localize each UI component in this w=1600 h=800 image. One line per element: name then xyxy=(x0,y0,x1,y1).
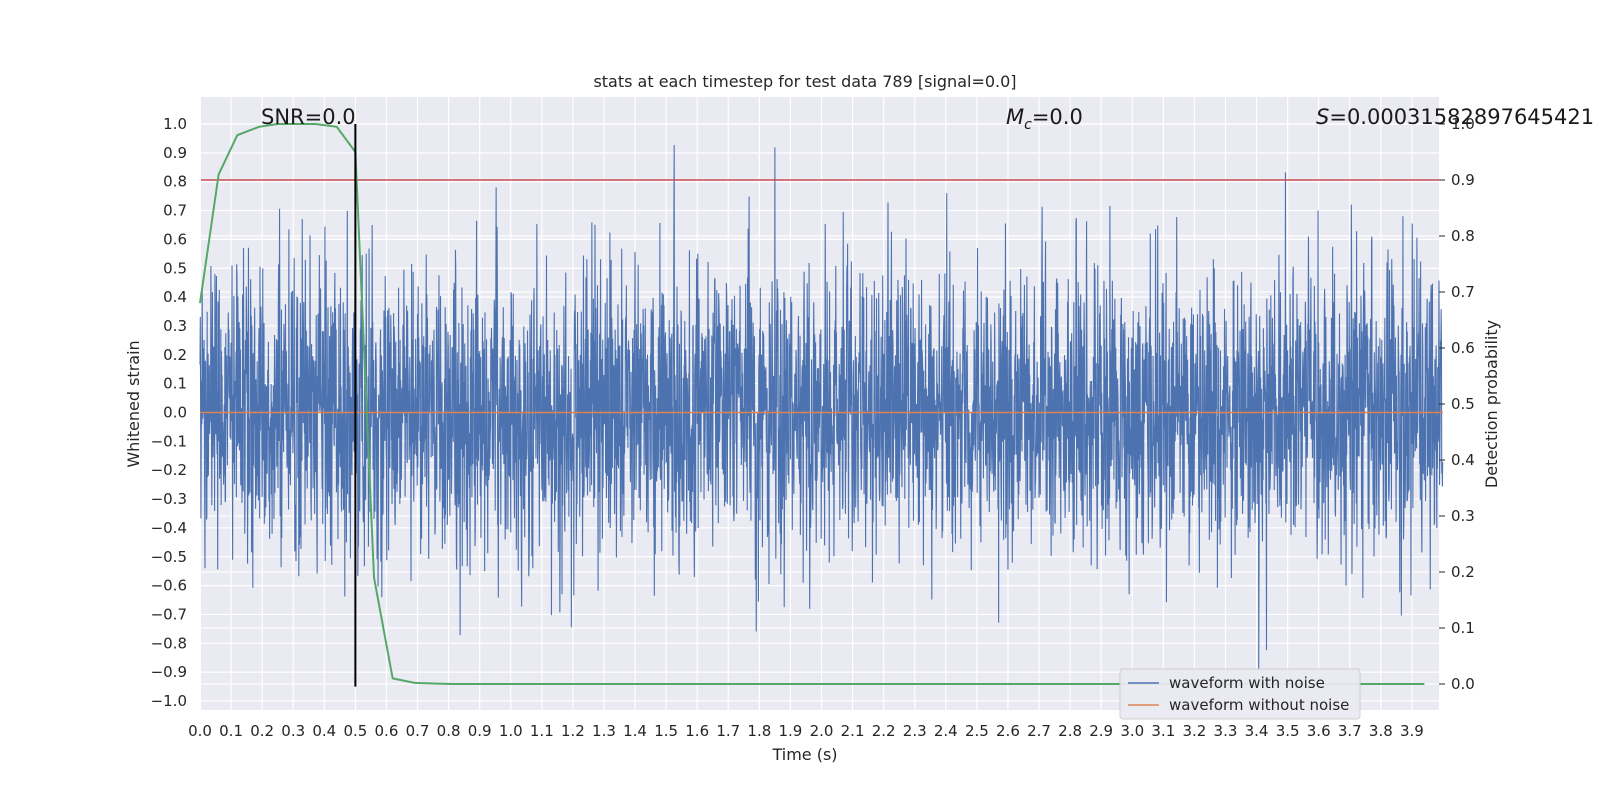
s-annotation: S=0.00031582897645421 xyxy=(1316,105,1594,129)
y2-tick-label: 0.4 xyxy=(1451,451,1475,469)
x-tick-label: 3.0 xyxy=(1120,722,1144,740)
y-tick-label: −0.4 xyxy=(151,519,187,537)
x-tick-label: 2.7 xyxy=(1027,722,1051,740)
x-tick-label: 0.6 xyxy=(375,722,399,740)
y-axis-ticks: 1.0 0.9 0.8 0.7 0.6 0.5 0.4 0.3 0.2 0.1 0.0 −0.1 −0.… xyxy=(151,115,187,710)
y-tick-label: −0.8 xyxy=(151,634,187,652)
y2-tick-label: 0.1 xyxy=(1451,619,1475,637)
legend-label-clean: waveform without noise xyxy=(1169,696,1349,714)
x-tick-label: 0.5 xyxy=(343,722,367,740)
y-tick-label: 0.7 xyxy=(163,202,187,220)
x-tick-label: 1.6 xyxy=(685,722,709,740)
chirp-mass-annotation: Mc=0.0 xyxy=(1006,105,1083,133)
chirp-mass-symbol: M xyxy=(1006,105,1024,129)
x-tick-label: 0.7 xyxy=(406,722,430,740)
x-tick-label: 2.1 xyxy=(841,722,865,740)
y2-tick-label: 0.3 xyxy=(1451,507,1475,525)
y2-tick-label: 0.7 xyxy=(1451,283,1475,301)
s-value: =0.00031582897645421 xyxy=(1329,105,1594,129)
y2-tick-label: 1.0 xyxy=(1451,115,1475,133)
y-axis-label: Whitened strain xyxy=(124,340,143,467)
x-tick-label: 0.8 xyxy=(437,722,461,740)
y-tick-label: −0.6 xyxy=(151,577,187,595)
y-tick-label: 0.4 xyxy=(163,288,187,306)
x-tick-label: 0.4 xyxy=(312,722,336,740)
x-tick-label: 1.1 xyxy=(530,722,554,740)
y-tick-label: −0.2 xyxy=(151,461,187,479)
x-tick-label: 0.0 xyxy=(188,722,212,740)
x-axis-ticks: 0.0 0.1 0.2 0.3 0.4 0.5 0.6 0.7 0.8 0.9 1.0 1.1 1.2 1… xyxy=(188,722,1424,740)
y-tick-label: −0.1 xyxy=(151,432,187,450)
y-tick-label: −0.7 xyxy=(151,605,187,623)
legend: waveform with noise waveform without noi… xyxy=(1119,668,1361,720)
x-tick-label: 1.8 xyxy=(747,722,771,740)
y-tick-label: 0.6 xyxy=(163,230,187,248)
y2-tick-label: 0.5 xyxy=(1451,395,1475,413)
x-tick-label: 3.5 xyxy=(1276,722,1300,740)
series-detection-probability xyxy=(199,123,1425,685)
x-tick-label: 3.1 xyxy=(1151,722,1175,740)
legend-box xyxy=(1119,668,1361,720)
x-tick-label: 1.2 xyxy=(561,722,585,740)
y-tick-label: −1.0 xyxy=(151,692,187,710)
y2-tick-label: 0.6 xyxy=(1451,339,1475,357)
s-symbol: S xyxy=(1316,105,1329,129)
y-tick-label: 0.0 xyxy=(163,404,187,422)
x-tick-label: 0.3 xyxy=(281,722,305,740)
x-tick-label: 0.2 xyxy=(250,722,274,740)
y-tick-label: 1.0 xyxy=(163,115,187,133)
x-tick-label: 1.3 xyxy=(592,722,616,740)
x-tick-label: 2.9 xyxy=(1089,722,1113,740)
y-tick-label: 0.9 xyxy=(163,144,187,162)
x-tick-label: 0.9 xyxy=(468,722,492,740)
x-tick-label: 2.4 xyxy=(934,722,958,740)
x-tick-label: 3.9 xyxy=(1400,722,1424,740)
x-tick-label: 0.1 xyxy=(219,722,243,740)
chart-title: stats at each timestep for test data 789… xyxy=(593,72,1016,91)
x-tick-label: 3.2 xyxy=(1182,722,1206,740)
x-tick-label: 1.5 xyxy=(654,722,678,740)
y-tick-label: 0.5 xyxy=(163,259,187,277)
y-tick-label: 0.8 xyxy=(163,173,187,191)
x-axis-label: Time (s) xyxy=(771,745,837,764)
x-tick-label: 1.0 xyxy=(499,722,523,740)
x-tick-label: 3.4 xyxy=(1245,722,1269,740)
y2-tick-label: 0.9 xyxy=(1451,171,1475,189)
x-tick-label: 2.6 xyxy=(996,722,1020,740)
x-tick-label: 2.2 xyxy=(872,722,896,740)
x-tick-label: 3.7 xyxy=(1338,722,1362,740)
x-tick-label: 3.3 xyxy=(1214,722,1238,740)
y-tick-label: −0.9 xyxy=(151,663,187,681)
y2-axis-label: Detection probability xyxy=(1482,320,1501,488)
x-tick-label: 2.8 xyxy=(1058,722,1082,740)
snr-annotation: SNR=0.0 xyxy=(261,105,356,129)
x-tick-label: 2.5 xyxy=(965,722,989,740)
chirp-mass-subscript: c xyxy=(1024,117,1032,133)
y2-tick-label: 0.8 xyxy=(1451,227,1475,245)
x-tick-label: 1.7 xyxy=(716,722,740,740)
y-tick-label: −0.5 xyxy=(151,548,187,566)
legend-label-noise: waveform with noise xyxy=(1169,674,1325,692)
x-tick-label: 3.6 xyxy=(1307,722,1331,740)
x-tick-label: 2.3 xyxy=(903,722,927,740)
series-waveform-with-noise xyxy=(199,145,1444,670)
y-tick-label: −0.3 xyxy=(151,490,187,508)
y-tick-label: 0.1 xyxy=(163,375,187,393)
y2-tick-label: 0.2 xyxy=(1451,563,1475,581)
noise-line xyxy=(199,145,1444,670)
x-tick-label: 2.0 xyxy=(810,722,834,740)
y-tick-label: 0.3 xyxy=(163,317,187,335)
x-tick-label: 3.8 xyxy=(1369,722,1393,740)
y2-axis-ticks: 1.0 0.9 0.8 0.7 0.6 0.5 0.4 0.3 0.2 0.1 0.0 xyxy=(1439,115,1475,693)
probability-line xyxy=(199,123,1425,685)
chirp-mass-value: =0.0 xyxy=(1032,105,1083,129)
x-tick-label: 1.4 xyxy=(623,722,647,740)
y2-tick-label: 0.0 xyxy=(1451,675,1475,693)
y-tick-label: 0.2 xyxy=(163,346,187,364)
x-tick-label: 1.9 xyxy=(778,722,802,740)
